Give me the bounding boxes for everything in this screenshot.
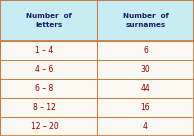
Text: 16: 16 [141, 103, 150, 112]
Bar [0, 79, 194, 98]
Text: 4: 4 [143, 122, 148, 131]
Text: 44: 44 [141, 84, 150, 93]
Text: 1 – 4: 1 – 4 [36, 46, 54, 55]
Text: 6: 6 [143, 46, 148, 55]
Bar [0, 41, 194, 60]
Text: 8 – 12: 8 – 12 [33, 103, 56, 112]
Text: 30: 30 [141, 65, 150, 74]
Text: 4 – 6: 4 – 6 [36, 65, 54, 74]
Bar [0, 98, 194, 117]
Bar [0, 0, 194, 41]
Text: Number  of
surnames: Number of surnames [123, 13, 168, 28]
Text: 6 – 8: 6 – 8 [36, 84, 54, 93]
Bar [0, 117, 194, 136]
Text: Number  of
letters: Number of letters [26, 13, 71, 28]
Bar [0, 60, 194, 79]
Text: 12 – 20: 12 – 20 [31, 122, 59, 131]
